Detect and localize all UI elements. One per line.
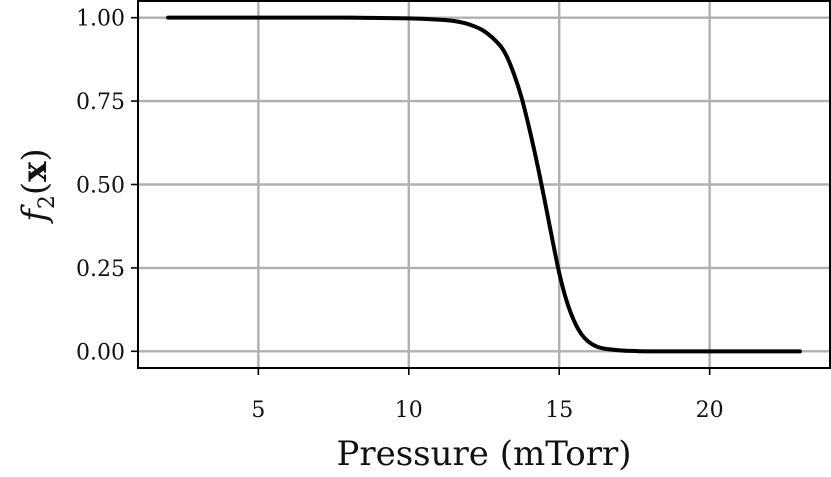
x-tick-label: 20 [696, 398, 724, 423]
y-gridlines [138, 16, 830, 353]
y-axis-label-subscript: 2 [35, 195, 60, 209]
x-tick-label: 10 [395, 398, 423, 423]
x-axis-ticks: 5 10 15 20 [251, 368, 724, 423]
y-axis-label-open: ( [15, 182, 55, 195]
series-line [166, 15, 802, 354]
y-tick-label: 0.25 [76, 257, 125, 282]
y-axis-label-arg: x [15, 161, 55, 182]
y-tick-label: 0.75 [76, 90, 125, 115]
y-axis-label-close: ) [15, 148, 55, 161]
y-axis-label: f2(x) [15, 148, 60, 224]
x-axis-label: Pressure (mTorr) [336, 434, 631, 474]
y-axis-ticks: 0.00 0.25 0.50 0.75 1.00 [76, 7, 138, 365]
x-tick-label: 5 [251, 398, 265, 423]
y-tick-label: 0.50 [76, 174, 125, 199]
y-tick-label: 0.00 [76, 340, 125, 365]
x-tick-label: 15 [545, 398, 573, 423]
y-tick-label: 1.00 [76, 7, 125, 32]
plot-area [166, 15, 802, 354]
